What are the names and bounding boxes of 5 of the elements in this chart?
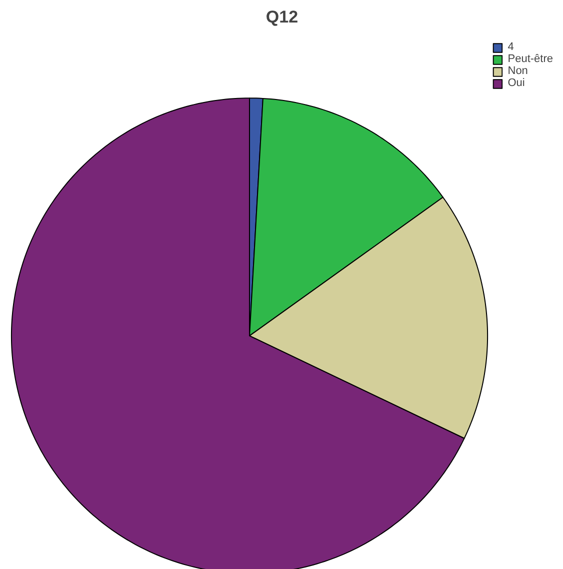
legend-label: Non [508,65,528,77]
legend-label: Oui [508,77,526,89]
legend-label: Peut-être [508,53,553,65]
legend-label: 4 [508,41,515,53]
chart-title: Q12 [266,8,298,26]
